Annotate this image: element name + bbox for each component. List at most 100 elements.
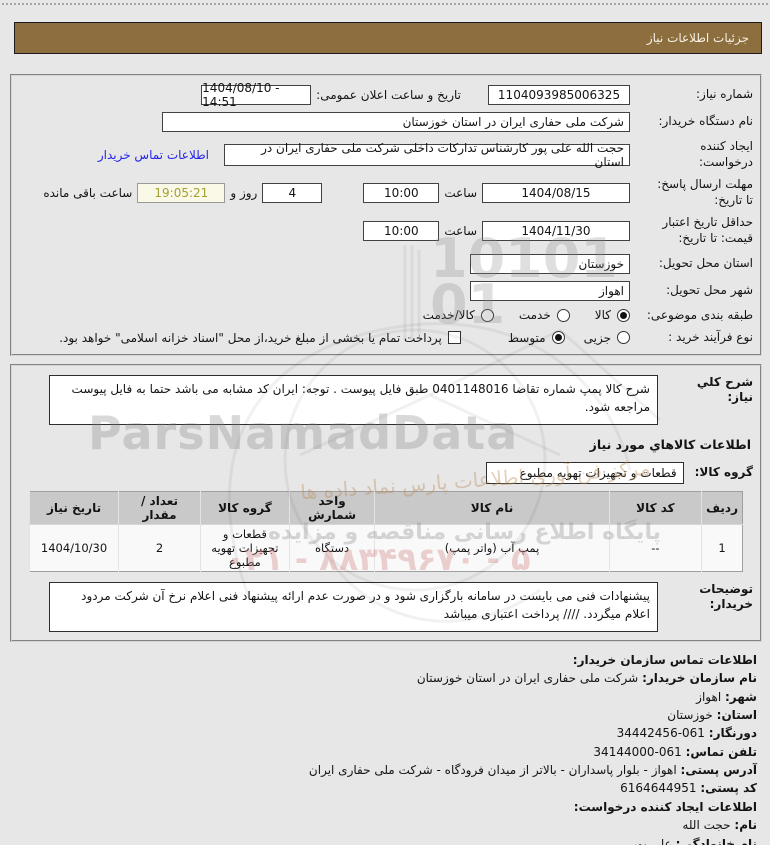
org-postal-label: کد پستی: — [700, 781, 757, 796]
col-goods-group: گروه کالا — [199, 491, 290, 525]
goods-group-label: گروه کالا: — [694, 464, 753, 479]
goods-table-row: 1 -- پمپ آب (واتر پمپ) دستگاه قطعات و تج… — [28, 523, 743, 572]
org-province-label: استان: — [716, 707, 757, 722]
col-goods-name: نام کالا — [374, 491, 610, 525]
org-fax-line: دورنگار: 34442456-061 — [13, 725, 757, 742]
goods-group-field[interactable]: قطعات و تجهیزات تهویه مطبوع — [485, 461, 684, 484]
page: جزئیات اطلاعات نیاز شماره نیاز: 11040939… — [0, 3, 770, 845]
days-suffix-label: روز و — [230, 185, 258, 200]
option-medium: متوسط — [508, 331, 565, 345]
col-row-number: ردیف — [701, 491, 743, 525]
purchase-process-label: نوع فرآیند خرید : — [668, 330, 753, 345]
option-service: خدمت — [519, 308, 570, 322]
org-city-label: شهر: — [725, 689, 757, 704]
radio-service-label: خدمت — [518, 308, 551, 323]
radio-goods-service-label: کالا/خدمت — [422, 308, 475, 323]
general-info-panel: شماره نیاز: 1104093985006325 تاریخ و ساع… — [10, 74, 762, 356]
creator-lastname-label: نام خانوادگی: — [675, 836, 757, 845]
details-title-bar: جزئیات اطلاعات نیاز — [14, 22, 762, 54]
row-subject-classification: طبقه بندی موضوعی: کالا خدمت کالا/خدمت — [19, 308, 753, 324]
buyer-contact-link[interactable]: اطلاعات تماس خریدار — [97, 147, 209, 162]
reply-deadline-hour-label: ساعت — [444, 185, 477, 200]
need-description-field[interactable]: شرح کالا پمپ شماره تقاضا 0401148016 طبق … — [49, 374, 658, 425]
radio-medium[interactable] — [551, 331, 565, 345]
radio-goods-label: کالا — [594, 308, 611, 323]
cell-goods-code: -- — [608, 523, 702, 572]
org-fax-label: دورنگار: — [708, 726, 757, 741]
org-contact-header: اطلاعات تماس سازمان خریدار: — [572, 652, 757, 667]
col-quantity: تعداد / مقدار — [118, 491, 201, 525]
option-partial: جزیی — [584, 331, 630, 345]
buyer-notes-field[interactable]: پیشنهادات فنی می بایست در سامانه بارگزار… — [49, 581, 658, 632]
creator-firstname-label: نام: — [734, 818, 757, 833]
row-delivery-province: استان محل تحویل: خوزستان — [19, 253, 753, 274]
org-phone-value: 34144000-061 — [593, 744, 682, 759]
org-address-label: آدرس پستی: — [680, 763, 757, 778]
goods-info-panel: شرح کلي نیاز: شرح کالا پمپ شماره تقاضا 0… — [10, 363, 762, 642]
col-need-date: تاریخ نیاز — [28, 491, 119, 525]
radio-goods-service[interactable] — [480, 308, 494, 322]
radio-goods[interactable] — [617, 308, 630, 322]
creator-lastname-line: نام خانوادگی: علی پور — [13, 836, 757, 845]
price-validity-hour-field[interactable]: 10:00 — [363, 220, 440, 241]
row-buyer-notes: توضیحات خریدار: پیشنهادات فنی می بایست د… — [19, 581, 753, 632]
delivery-city-field[interactable]: اهواز — [470, 280, 630, 301]
need-number-field[interactable]: 1104093985006325 — [488, 85, 630, 105]
buyer-device-label: نام دستگاه خریدار: — [658, 114, 754, 129]
org-postal-value: 6164644951 — [620, 781, 697, 796]
need-description-label: شرح کلي نیاز: — [696, 374, 753, 405]
org-province-value: خوزستان — [667, 707, 713, 722]
price-validity-date-field[interactable]: 1404/11/30 — [482, 220, 630, 241]
need-number-label: شماره نیاز: — [696, 87, 753, 102]
announce-datetime-label: تاریخ و ساعت اعلان عمومی: — [316, 88, 461, 102]
row-need-description: شرح کلي نیاز: شرح کالا پمپ شماره تقاضا 0… — [19, 374, 753, 425]
radio-partial-label: جزیی — [583, 330, 611, 345]
org-address-value: اهواز - بلوار پاسداران - بالاتر از میدان… — [308, 763, 677, 778]
delivery-city-label: شهر محل تحویل: — [666, 282, 753, 297]
treasury-checkbox[interactable] — [447, 331, 461, 345]
creator-firstname-value: حجت الله — [682, 818, 731, 833]
col-goods-code: کد کالا — [608, 491, 702, 525]
org-province-line: استان: خوزستان — [13, 707, 757, 724]
row-delivery-city: شهر محل تحویل: اهواز — [19, 280, 753, 301]
request-creator-label: ایجاد کننده درخواست: — [699, 139, 753, 169]
radio-partial[interactable] — [617, 331, 630, 345]
delivery-province-label: استان محل تحویل: — [658, 255, 753, 270]
org-name-value: شرکت ملی حفاری ایران در استان خوزستان — [416, 671, 639, 686]
buyer-device-field[interactable]: شرکت ملی حفاری ایران در استان خوزستان — [162, 112, 630, 132]
radio-service[interactable] — [556, 308, 570, 322]
option-goods: کالا — [595, 308, 630, 322]
price-validity-label: حداقل تاریخ اعتبار قیمت: تا تاریخ: — [662, 215, 753, 245]
treasury-checkbox-label: پرداخت تمام یا بخشی از مبلغ خرید،از محل … — [59, 330, 442, 345]
contact-section: اطلاعات تماس سازمان خریدار: نام سازمان خ… — [13, 652, 757, 845]
goods-table: ردیف کد کالا نام کالا واحد شمارش گروه کا… — [28, 490, 743, 572]
row-price-validity: حداقل تاریخ اعتبار قیمت: تا تاریخ: 1404/… — [19, 215, 753, 246]
col-count-unit: واحد شمارش — [288, 491, 375, 525]
org-name-label: نام سازمان خریدار: — [642, 671, 757, 686]
creator-firstname-line: نام: حجت الله — [13, 817, 757, 834]
radio-medium-label: متوسط — [507, 330, 546, 345]
subject-classification-label: طبقه بندی موضوعی: — [646, 307, 753, 322]
reply-deadline-date-field[interactable]: 1404/08/15 — [482, 182, 630, 203]
top-dotted-divider — [2, 3, 768, 5]
row-request-creator: ایجاد کننده درخواست: حجت الله علی پور کا… — [19, 139, 753, 170]
row-buyer-device: نام دستگاه خریدار: شرکت ملی حفاری ایران … — [19, 112, 753, 132]
option-goods-service: کالا/خدمت — [423, 308, 494, 322]
delivery-province-field[interactable]: خوزستان — [470, 253, 630, 274]
remaining-days-field[interactable]: 4 — [262, 182, 323, 203]
cell-need-date: 1404/10/30 — [28, 523, 119, 572]
announce-datetime-field[interactable]: 1404/08/10 - 14:51 — [201, 81, 312, 109]
org-name-line: نام سازمان خریدار: شرکت ملی حفاری ایران … — [13, 670, 757, 687]
page-title: جزئیات اطلاعات نیاز — [646, 31, 749, 45]
cell-quantity: 2 — [118, 523, 201, 572]
reply-deadline-hour-field[interactable]: 10:00 — [363, 182, 440, 203]
goods-section-heading: اطلاعات کالاهاي مورد نیاز — [589, 436, 751, 452]
creator-contact-header: اطلاعات ایجاد کننده درخواست: — [573, 799, 757, 814]
reply-deadline-label: مهلت ارسال پاسخ: تا تاریخ: — [657, 177, 753, 207]
request-creator-field[interactable]: حجت الله علی پور کارشناس تدارکات داخلی ش… — [224, 141, 630, 169]
cell-count-unit: دستگاه — [288, 523, 375, 572]
cell-goods-name: پمپ آب (واتر پمپ) — [374, 523, 610, 572]
org-phone-label: تلفن تماس: — [685, 744, 757, 759]
creator-lastname-value: علی پور — [631, 836, 672, 845]
row-need-number: شماره نیاز: 1104093985006325 تاریخ و ساع… — [19, 81, 753, 109]
